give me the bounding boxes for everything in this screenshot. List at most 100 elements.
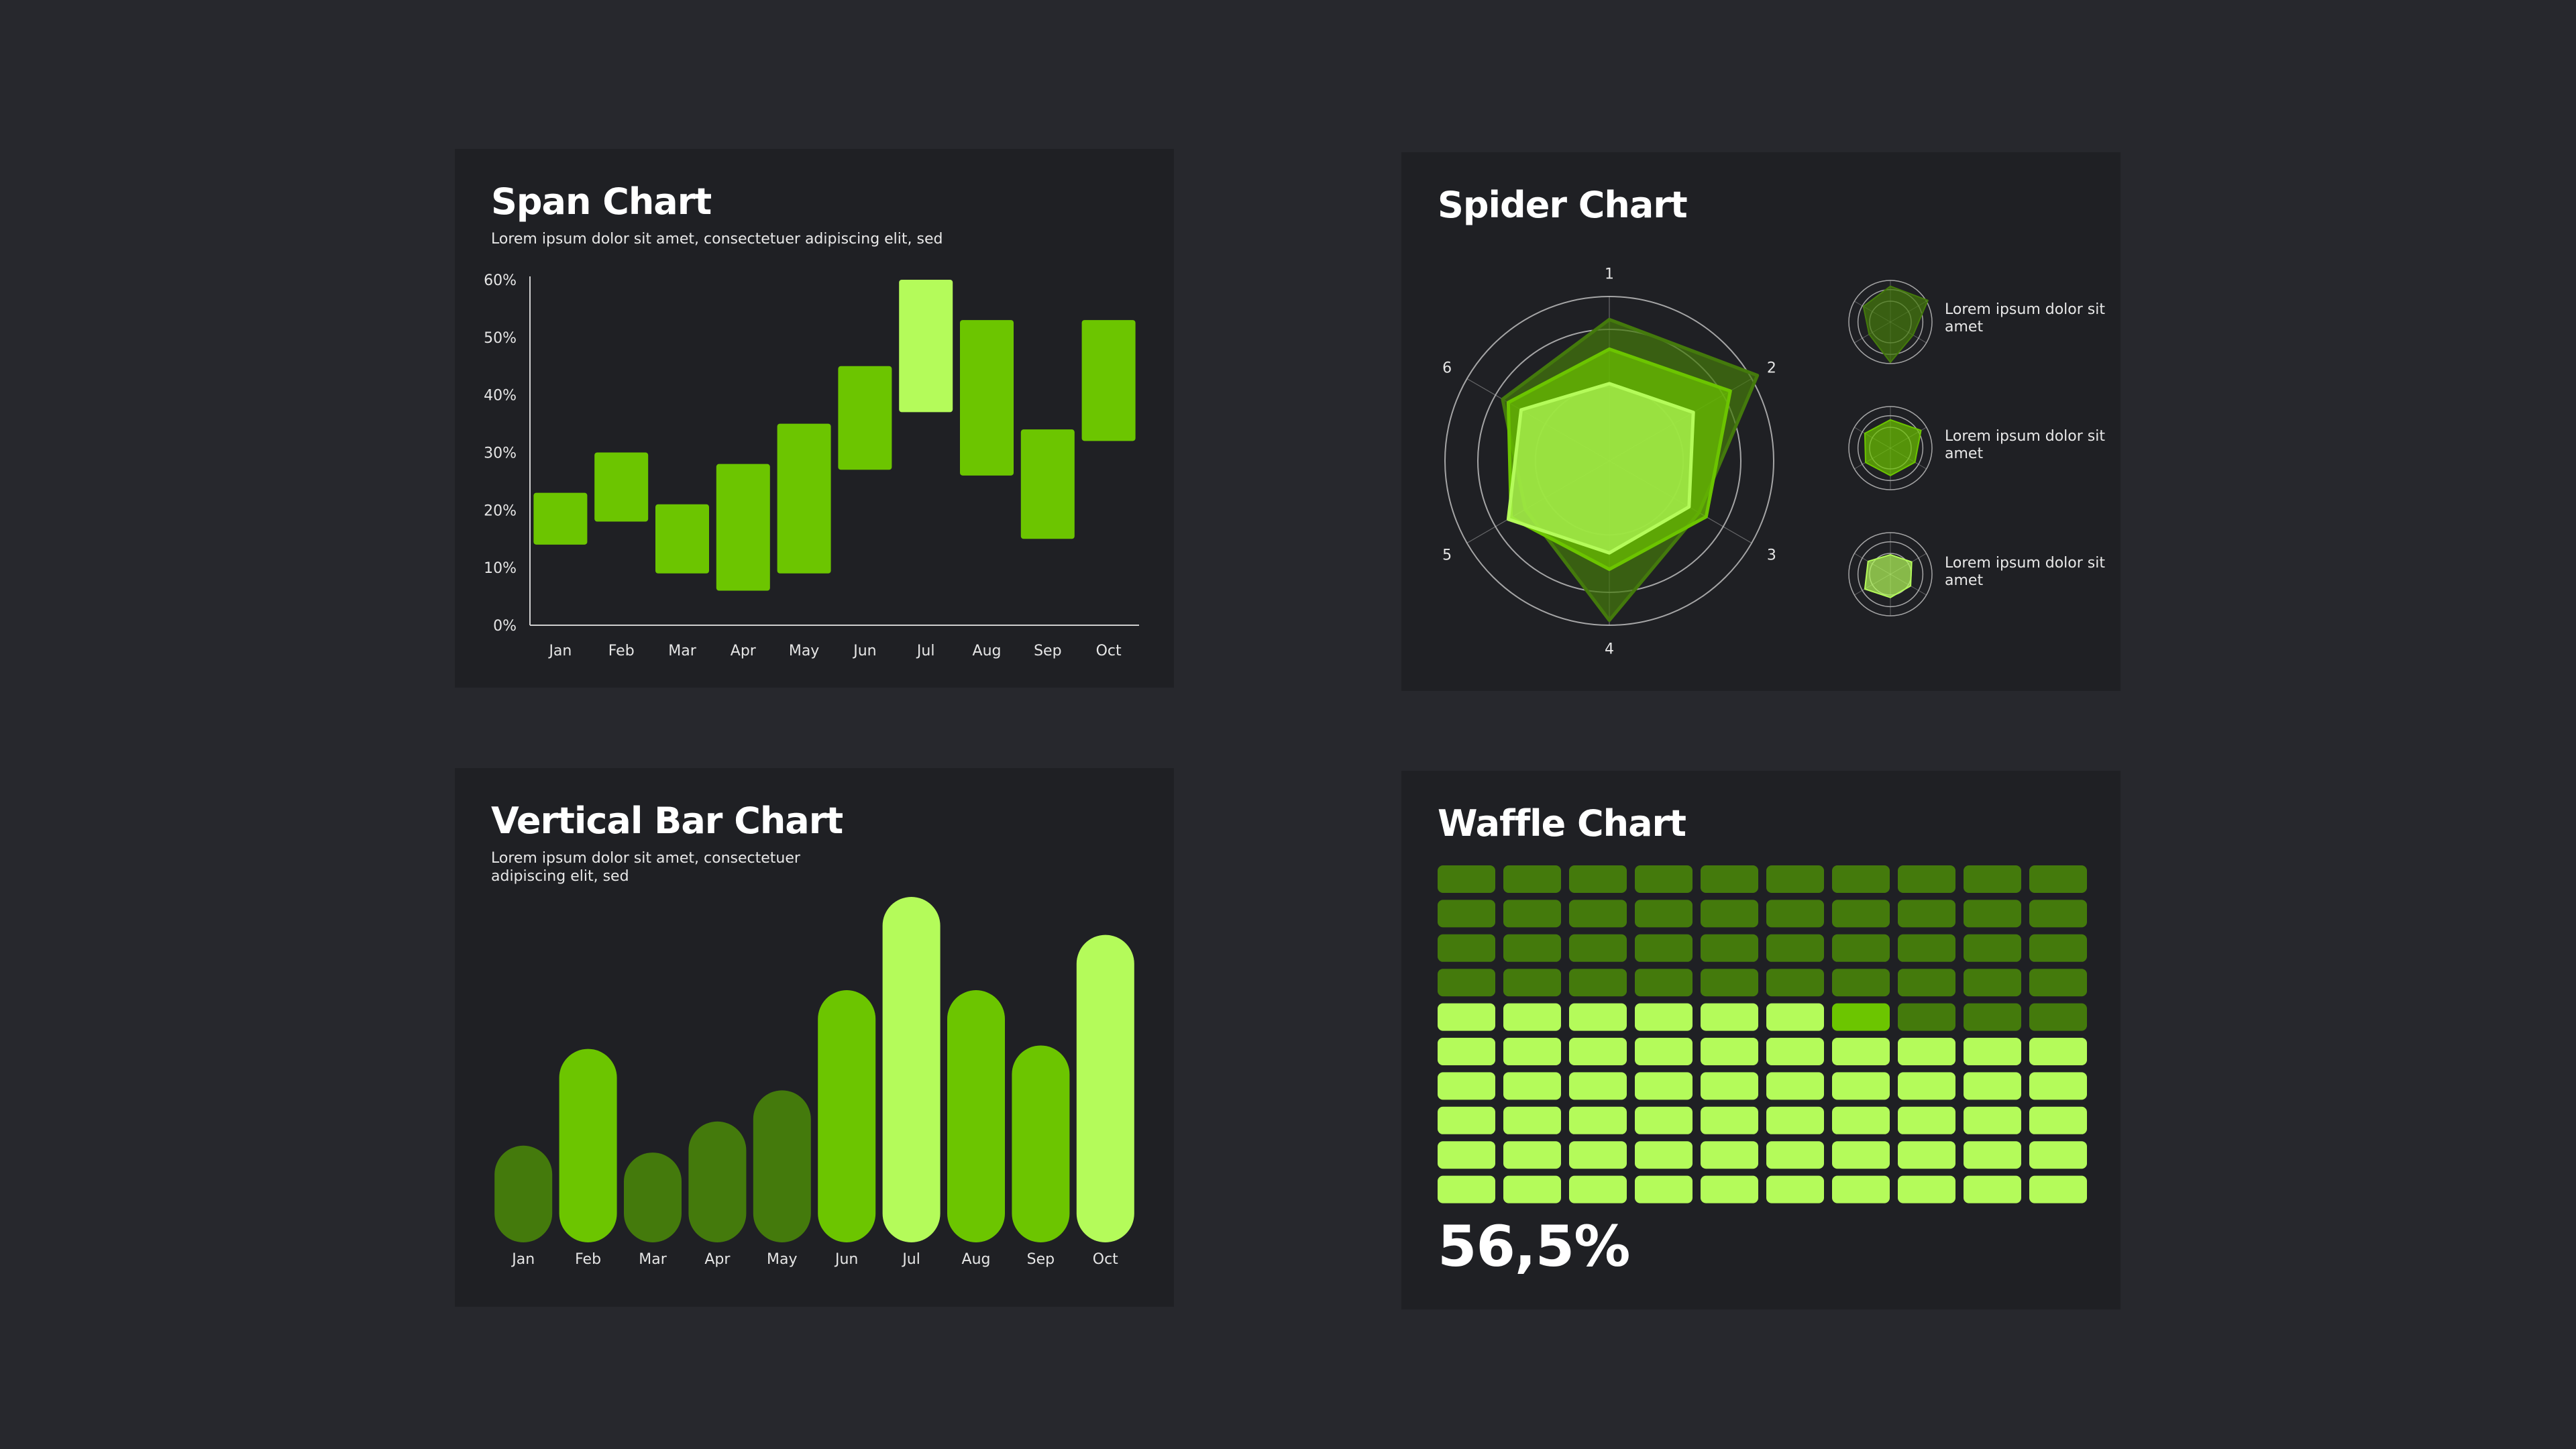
waffle-cell	[1898, 934, 1955, 962]
waffle-cell	[2029, 1003, 2087, 1031]
waffle-cell	[1635, 1038, 1693, 1065]
waffle-cell	[1635, 1106, 1693, 1134]
waffle-cell	[1832, 934, 1890, 962]
waffle-cell	[2029, 1141, 2087, 1169]
y-tick-label: 10%	[484, 560, 517, 577]
waffle-cell	[1766, 865, 1824, 893]
x-tick-label: Mar	[639, 1251, 667, 1268]
waffle-cell	[1701, 900, 1758, 928]
waffle-cell	[1503, 1175, 1561, 1203]
span-bar	[899, 280, 953, 413]
x-tick-label: Feb	[575, 1251, 601, 1268]
waffle-cell	[1438, 1141, 1495, 1169]
x-tick-label: Aug	[962, 1251, 991, 1268]
waffle-cell	[1832, 1106, 1890, 1134]
x-tick-label: May	[789, 643, 819, 659]
waffle-cell	[1438, 1003, 1495, 1031]
vertical-bar	[559, 1049, 617, 1242]
waffle-cell	[1766, 1106, 1824, 1134]
axis-label: 3	[1767, 547, 1776, 564]
waffle-cell	[1701, 1072, 1758, 1100]
span-bar	[1020, 429, 1075, 539]
span-bar	[960, 320, 1014, 476]
waffle-cell	[1964, 1106, 2021, 1134]
waffle-cell	[1569, 1106, 1627, 1134]
waffle-cell	[2029, 1072, 2087, 1100]
waffle-cell	[1898, 1003, 1955, 1031]
waffle-cell	[2029, 969, 2087, 997]
ring	[1444, 296, 1774, 626]
waffle-cell	[1438, 969, 1495, 997]
spider-chart-title: Spider Chart	[1438, 184, 1688, 226]
waffle-cell	[1569, 1175, 1627, 1203]
waffle-cell	[1701, 1003, 1758, 1031]
waffle-cell	[1898, 969, 1955, 997]
waffle-cell	[1964, 1175, 2021, 1203]
waffle-cell	[1964, 1072, 2021, 1100]
waffle-cell	[1569, 1141, 1627, 1169]
axis-label: 6	[1442, 360, 1452, 376]
waffle-cell	[1503, 1003, 1561, 1031]
waffle-cell	[1964, 900, 2021, 928]
span-chart-plot: 0% 10% 20% 30% 40% 50% 60% Jan Feb Mar Apr May Jun Ju…	[484, 272, 1139, 659]
span-bar	[594, 452, 649, 522]
x-tick-label: Sep	[1034, 643, 1061, 659]
vertical-bar-chart-title: Vertical Bar Chart	[491, 800, 843, 842]
waffle-cell	[1635, 1175, 1693, 1203]
waffle-cell	[1503, 1072, 1561, 1100]
waffle-cell	[1569, 865, 1627, 893]
y-tick-label: 30%	[484, 445, 517, 462]
vertical-bar	[947, 990, 1005, 1242]
x-tick-label: May	[767, 1251, 797, 1268]
x-tick-label: Oct	[1093, 1251, 1118, 1268]
waffle-cell	[1964, 865, 2021, 893]
waffle-cell	[2029, 1175, 2087, 1203]
x-tick-label: Apr	[704, 1251, 731, 1268]
waffle-cell	[1964, 1141, 2021, 1169]
x-tick-label: Aug	[973, 643, 1002, 659]
waffle-cell	[1569, 934, 1627, 962]
waffle-cell	[1701, 1106, 1758, 1134]
waffle-cell	[1964, 934, 2021, 962]
waffle-cell	[1503, 1106, 1561, 1134]
waffle-cell	[1832, 969, 1890, 997]
spider-chart-plot: 1 2 3 4 5 6	[1442, 266, 1933, 657]
waffle-cell	[1503, 900, 1561, 928]
axis-label: 1	[1605, 266, 1614, 283]
waffle-value-label: 56,5%	[1438, 1214, 1630, 1279]
y-tick-label: 50%	[484, 330, 517, 347]
vertical-bar-chart-panel: Vertical Bar Chart Lorem ipsum dolor sit…	[455, 768, 1174, 1307]
series-polygon	[1506, 382, 1695, 555]
x-tick-label: Feb	[608, 643, 635, 659]
waffle-cell	[1503, 1141, 1561, 1169]
waffle-cell	[1438, 1072, 1495, 1100]
x-tick-label: Jan	[547, 643, 572, 659]
x-tick-label: Mar	[668, 643, 696, 659]
waffle-cell	[1766, 1175, 1824, 1203]
vertical-bar-chart-subtitle: Lorem ipsum dolor sit amet, consectetuer…	[491, 850, 800, 885]
x-tick-label: Sep	[1027, 1251, 1055, 1268]
waffle-cell	[1898, 1141, 1955, 1169]
waffle-cell	[2029, 1038, 2087, 1065]
waffle-chart-grid	[1438, 865, 2087, 1203]
legend-mini-series-polygon	[1862, 285, 1929, 364]
spider-legend-label-3: Lorem ipsum dolor sit amet	[1945, 555, 2105, 589]
waffle-cell	[1766, 1141, 1824, 1169]
waffle-cell	[1701, 969, 1758, 997]
span-bar	[777, 423, 831, 574]
waffle-cell	[1766, 934, 1824, 962]
legend-mini-ring	[1848, 280, 1933, 364]
waffle-cell	[1832, 1175, 1890, 1203]
spider-legend-label-2: Lorem ipsum dolor sit amet	[1945, 428, 2105, 462]
waffle-cell	[1635, 969, 1693, 997]
axis-label: 5	[1442, 547, 1452, 564]
y-tick-label: 20%	[484, 502, 517, 519]
span-chart-subtitle: Lorem ipsum dolor sit amet, consectetuer…	[491, 231, 943, 248]
waffle-cell	[1635, 900, 1693, 928]
waffle-cell	[1701, 1175, 1758, 1203]
waffle-cell	[1569, 1038, 1627, 1065]
waffle-cell	[1701, 934, 1758, 962]
waffle-cell	[1701, 1141, 1758, 1169]
waffle-cell	[1635, 1072, 1693, 1100]
vertical-bar	[1012, 1045, 1070, 1242]
